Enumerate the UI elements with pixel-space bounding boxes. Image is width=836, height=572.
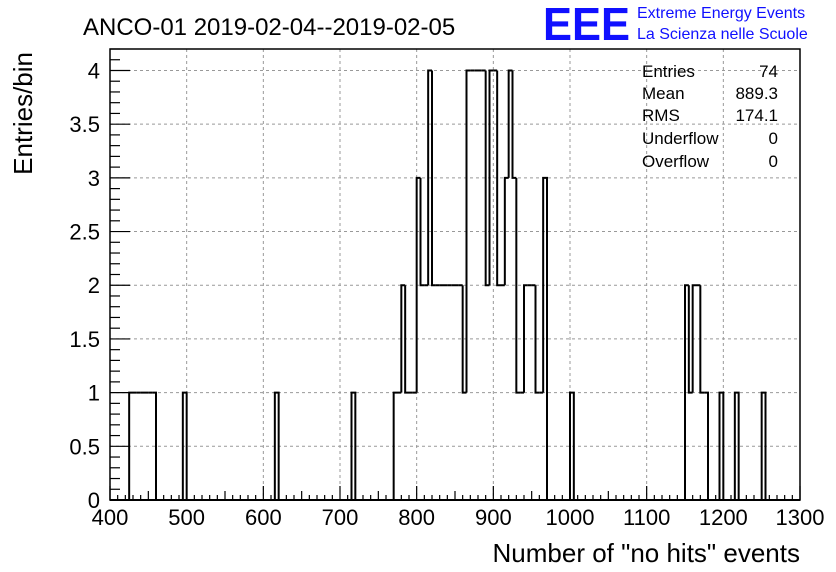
plot-frame bbox=[109, 48, 801, 501]
y-tick-label: 2.5 bbox=[69, 220, 100, 245]
stat-value-rms: 174.1 bbox=[735, 106, 778, 125]
histogram-bin bbox=[415, 176, 421, 393]
histogram-bin bbox=[687, 285, 693, 394]
histogram-bin bbox=[523, 284, 528, 393]
x-tick-label: 1000 bbox=[546, 505, 595, 530]
histogram-bin bbox=[496, 70, 501, 287]
histogram-bin bbox=[542, 176, 548, 500]
x-axis-title: Number of "no hits" events bbox=[493, 538, 801, 568]
histogram-bin bbox=[181, 391, 188, 500]
y-tick-label: 3 bbox=[88, 166, 100, 191]
chart-title: ANCO-01 2019-02-04--2019-02-05 bbox=[83, 14, 455, 41]
y-tick-label: 3.5 bbox=[69, 112, 100, 137]
stats-box: Entries 74 Mean 889.3 RMS 174.1 Underflo… bbox=[642, 62, 778, 171]
histogram-bin bbox=[404, 285, 409, 394]
histogram-bin bbox=[699, 285, 705, 394]
histogram-bin bbox=[733, 391, 740, 500]
y-tick-label: 0 bbox=[88, 488, 100, 513]
histogram-bin bbox=[718, 391, 725, 500]
eee-logo-line1: Extreme Energy Events bbox=[637, 5, 805, 22]
histogram-bin bbox=[427, 69, 432, 286]
histogram-bin bbox=[465, 69, 471, 393]
eee-logo-line2: La Scienza nelle Scuole bbox=[637, 26, 808, 43]
histogram-bin bbox=[419, 177, 425, 287]
x-tick-label: 1300 bbox=[776, 505, 825, 530]
stat-value-overflow: 0 bbox=[769, 152, 778, 171]
y-tick-label: 0.5 bbox=[69, 434, 100, 459]
histogram-bin bbox=[503, 176, 509, 286]
x-tick-label: 1100 bbox=[623, 505, 670, 530]
histogram-bin bbox=[684, 284, 689, 500]
y-tick-label: 1.5 bbox=[69, 327, 100, 352]
y-tick-label: 1 bbox=[88, 381, 100, 406]
histogram-bin bbox=[704, 391, 709, 500]
grid-lines bbox=[110, 49, 800, 500]
stat-label-overflow: Overflow bbox=[642, 152, 710, 171]
histogram-bin bbox=[534, 285, 540, 394]
histogram-bin bbox=[484, 70, 490, 287]
histogram-bin bbox=[392, 391, 398, 500]
eee-logo-mark: EEE bbox=[543, 0, 630, 50]
y-axis-title: Entries/bin bbox=[8, 52, 38, 175]
x-tick-labels: 400 500 600 700 800 900 1000 1100 1200 1300 bbox=[92, 505, 825, 530]
x-tick-label: 400 bbox=[92, 505, 129, 530]
y-tick-label: 4 bbox=[88, 58, 100, 83]
stat-value-mean: 889.3 bbox=[735, 84, 778, 103]
y-tick-label: 2 bbox=[88, 273, 100, 298]
histogram-bin bbox=[152, 391, 157, 500]
stat-label-rms: RMS bbox=[642, 106, 680, 125]
histogram-bin bbox=[431, 70, 436, 287]
histogram-bin bbox=[691, 284, 697, 393]
histogram-bin bbox=[760, 391, 767, 500]
x-tick-label: 900 bbox=[475, 505, 512, 530]
histogram-bin bbox=[400, 284, 406, 393]
stat-label-mean: Mean bbox=[642, 84, 685, 103]
stat-label-underflow: Underflow bbox=[642, 129, 719, 148]
x-tick-label: 800 bbox=[398, 505, 435, 530]
x-tick-label: 500 bbox=[168, 505, 205, 530]
stat-value-underflow: 0 bbox=[769, 129, 778, 148]
x-tick-label: 1200 bbox=[699, 505, 748, 530]
histogram-bin bbox=[569, 391, 575, 500]
histogram-bin bbox=[350, 391, 357, 500]
histogram-bin bbox=[515, 177, 521, 394]
stat-value-entries: 74 bbox=[759, 62, 778, 81]
histogram-bin bbox=[507, 69, 513, 178]
y-tick-labels: 0 0.5 1 1.5 2 2.5 3 3.5 4 bbox=[69, 58, 100, 513]
eee-logo: EEE Extreme Energy Events La Scienza nel… bbox=[543, 0, 808, 50]
histogram-bin bbox=[461, 285, 467, 394]
stat-label-entries: Entries bbox=[642, 62, 695, 81]
histogram-bin bbox=[273, 391, 280, 500]
axis-ticks bbox=[109, 48, 801, 501]
x-tick-label: 700 bbox=[322, 505, 359, 530]
histogram-bin bbox=[511, 70, 517, 179]
histogram-bin bbox=[488, 69, 494, 286]
x-tick-label: 600 bbox=[245, 505, 282, 530]
histogram-series bbox=[110, 69, 800, 501]
